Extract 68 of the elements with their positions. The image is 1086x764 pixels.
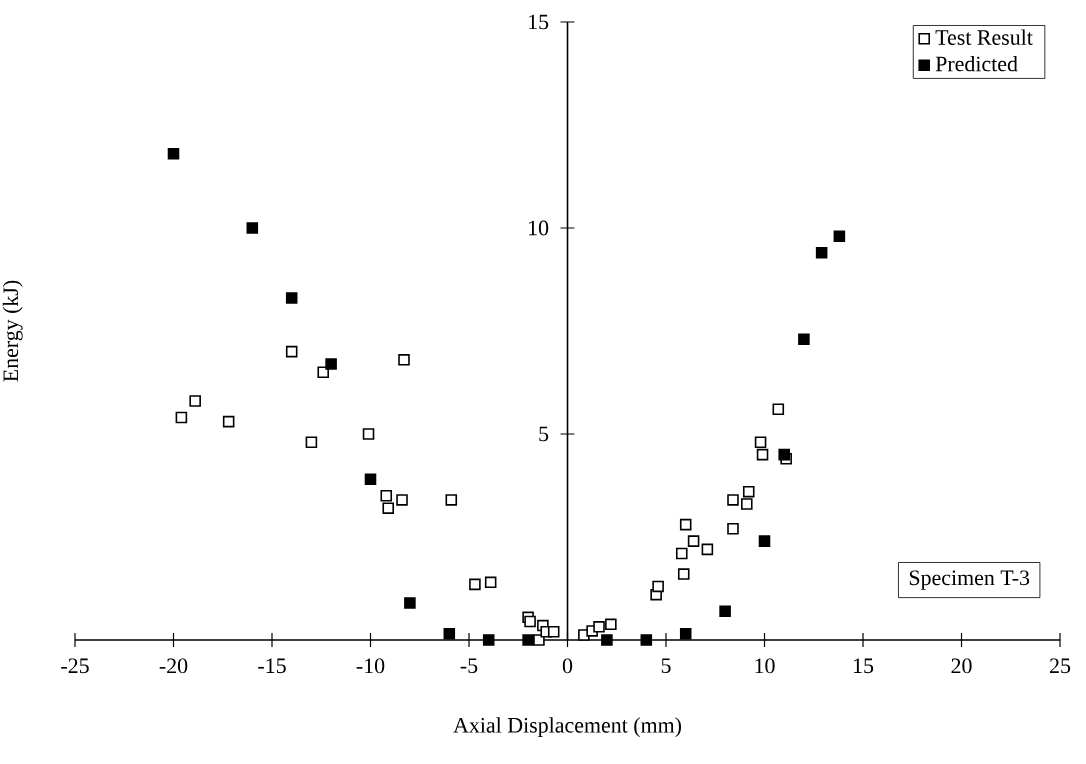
x-tick-label: -10 [356,658,385,674]
legend-label: Predicted [935,55,1018,72]
point [679,628,692,640]
point [167,148,180,160]
point [246,222,259,234]
point [382,502,395,514]
point [175,411,188,424]
point [754,436,767,449]
x-tick-label: 20 [951,658,972,674]
point [285,345,298,358]
x-tick-label: 5 [661,658,671,674]
point [798,333,810,346]
point [675,547,688,560]
point [325,358,337,370]
point [772,403,785,416]
point [741,498,753,510]
x-tick-label: -20 [159,658,188,674]
point [484,576,497,589]
point [778,448,790,461]
annotation: Specimen T-3 [909,570,1030,590]
point [677,568,690,580]
x-tick-label: -25 [61,658,89,674]
x-axis-title: Axial Displacement (mm) [453,717,682,738]
legend-label: Test Result [935,29,1033,45]
point [756,448,769,461]
point [469,578,481,591]
point [222,415,235,428]
x-tick-label: 10 [755,658,775,674]
point [601,634,613,646]
point [593,621,605,633]
point [362,428,375,440]
point [833,230,846,243]
point [679,518,692,531]
point [727,494,739,506]
point [398,354,410,366]
point [719,605,731,617]
point [189,395,201,407]
y-tick-label: 15 [529,14,549,30]
x-tick-label: 15 [853,658,874,674]
point [285,292,298,304]
x-tick-label: 25 [1050,658,1071,674]
point [652,580,664,593]
point [380,490,393,502]
point [640,634,653,646]
y-tick-label: 5 [539,426,549,442]
point [445,494,458,506]
point [605,618,617,631]
point [482,634,495,646]
point [701,543,714,556]
point [524,615,536,628]
point [317,366,329,378]
point [305,436,318,449]
y-axis-title: Energy (kJ) [2,280,23,382]
x-tick-label: -15 [258,658,286,674]
point [404,597,416,609]
point [742,485,755,498]
point [396,494,408,506]
point [727,522,739,535]
y-tick-label: 10 [529,220,549,236]
point [687,535,700,547]
point [364,473,377,486]
x-tick-label: 0 [562,658,573,674]
point [522,634,534,646]
x-tick-label: -5 [460,658,478,674]
point [758,535,771,547]
point [547,625,560,638]
point [443,628,456,640]
point [815,246,828,259]
